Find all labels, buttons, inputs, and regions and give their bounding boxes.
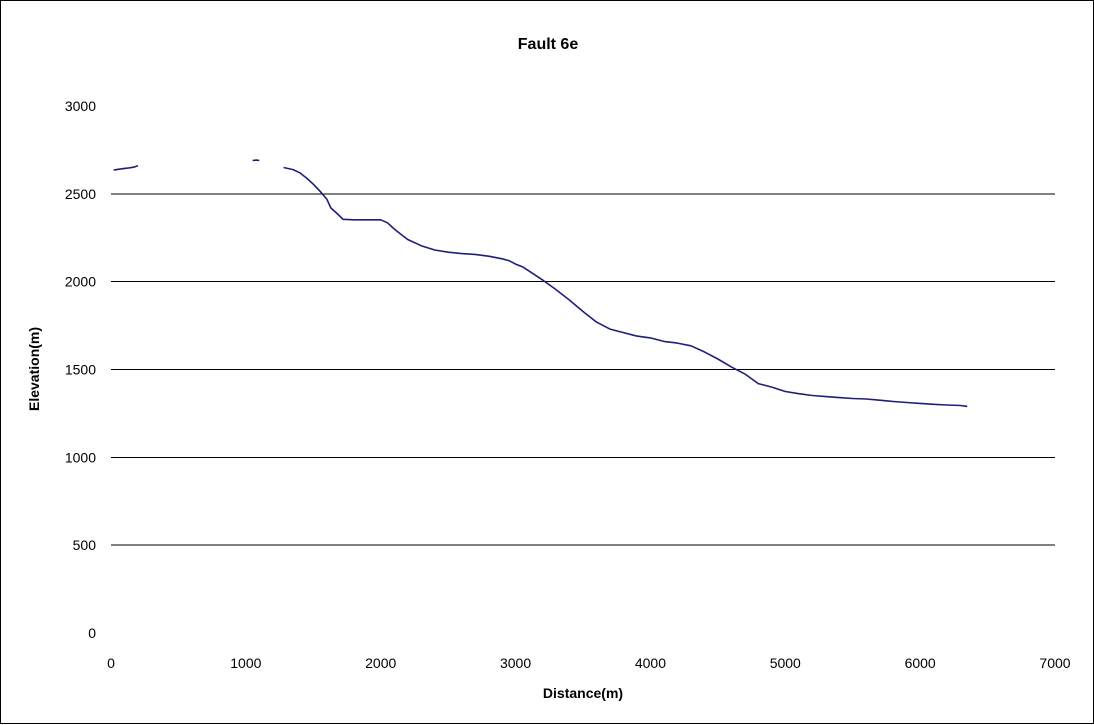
x-tick-label: 4000 (635, 655, 666, 671)
profile-segment-1 (114, 166, 138, 170)
gridlines (111, 194, 1055, 545)
x-axis-ticks: 0 1000 2000 3000 4000 5000 6000 7000 (107, 655, 1071, 671)
chart-title: Fault 6e (518, 36, 579, 53)
x-tick-label: 7000 (1039, 655, 1070, 671)
y-tick-label: 2500 (65, 186, 96, 202)
profile-segment-3 (284, 168, 968, 407)
x-tick-label: 2000 (365, 655, 396, 671)
x-axis-title: Distance(m) (543, 685, 623, 701)
y-tick-label: 1000 (65, 449, 96, 465)
y-tick-label: 1500 (65, 362, 96, 378)
x-tick-label: 3000 (500, 655, 531, 671)
x-tick-label: 0 (107, 655, 115, 671)
x-tick-label: 5000 (770, 655, 801, 671)
y-tick-label: 3000 (65, 98, 96, 114)
y-tick-label: 0 (88, 625, 96, 641)
x-tick-label: 6000 (905, 655, 936, 671)
y-axis-title: Elevation(m) (26, 327, 42, 411)
y-tick-label: 2000 (65, 274, 96, 290)
x-tick-label: 1000 (230, 655, 261, 671)
y-tick-label: 500 (73, 537, 97, 553)
y-axis-ticks: 0 500 1000 1500 2000 2500 3000 (65, 98, 96, 641)
